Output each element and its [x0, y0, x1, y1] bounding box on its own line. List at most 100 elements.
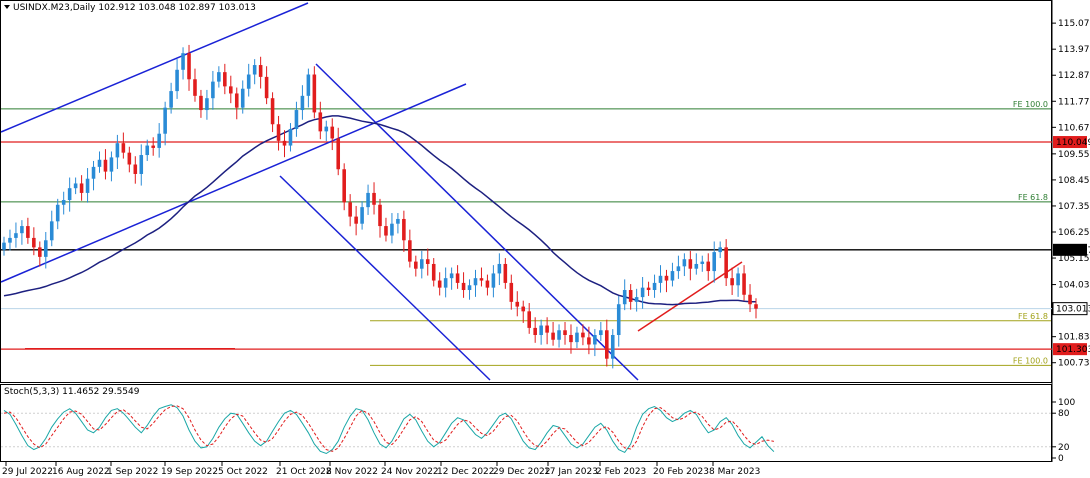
candle-bull [43, 240, 48, 257]
lower-channel-line[interactable] [0, 83, 467, 283]
candle-bear [563, 330, 567, 336]
current-price-tag [1052, 302, 1088, 316]
candle-bear [264, 76, 269, 99]
candle-bear [754, 304, 758, 309]
stoch-header: Stoch(5,3,3) 11.4652 29.5549 [4, 387, 140, 397]
chart-symbol-header: USINDX.M23,Daily 102.912 103.048 102.897… [13, 3, 256, 13]
candle-bull [360, 207, 364, 224]
candle-bull [175, 69, 179, 92]
candle-bull [712, 252, 717, 272]
candle-bull [73, 183, 78, 189]
candle-bull [449, 273, 454, 279]
candle-bull [700, 261, 705, 264]
date-tick-label: 29 Dec 2022 [493, 467, 551, 477]
date-tick-label: 21 Oct 2022 [276, 467, 332, 477]
candle-bear [270, 98, 275, 125]
candles [2, 44, 758, 369]
candle-bear [503, 263, 508, 283]
candle-bull [91, 166, 96, 179]
candle-bull [145, 145, 150, 156]
date-tick-label: 17 Jan 2023 [544, 467, 598, 477]
fib-label: FE 61.8 [1018, 312, 1048, 321]
price-level-label: 101.303 [1056, 345, 1090, 355]
candle-bull [115, 143, 120, 158]
date-tick-label: 19 Sep 2022 [161, 467, 218, 477]
candle-bear [527, 311, 531, 328]
candle-bear [234, 93, 239, 108]
stochastic-oscillator [1, 404, 1051, 455]
candle-bear [509, 282, 514, 302]
fib-label: FE 61.8 [1018, 193, 1048, 202]
candle-bull [390, 223, 394, 236]
trend-channels[interactable] [0, 2, 743, 381]
candle-bull [539, 325, 543, 336]
price-tick-label: 113.970 [1058, 45, 1090, 55]
candle-bull [2, 242, 6, 250]
candle-bear [533, 327, 537, 336]
candle-bull [718, 247, 722, 253]
candle-bear [688, 259, 693, 269]
candle-bear [605, 330, 609, 359]
price-tick-label: 101.830 [1058, 333, 1090, 343]
candle-bear [151, 145, 155, 148]
price-level-label: 110.049 [1056, 138, 1090, 148]
candle-bear [258, 65, 263, 77]
candle-bear [730, 278, 734, 286]
candle-bull [473, 278, 478, 286]
candle-bear [229, 86, 233, 94]
candle-bear [384, 226, 388, 236]
candle-bull [670, 271, 675, 281]
date-tick-label: 8 Nov 2022 [326, 467, 378, 477]
candle-bull [61, 200, 66, 205]
descending-channel-upper[interactable] [315, 63, 639, 381]
candle-bear [133, 164, 138, 174]
descending-channel-lower[interactable] [279, 175, 491, 381]
price-tick-label: 104.030 [1058, 281, 1090, 291]
candle-bull [55, 204, 60, 222]
candle-bear [521, 306, 526, 312]
candle-bear [437, 280, 442, 288]
candle-bull [419, 259, 424, 269]
candle-bear [551, 332, 555, 340]
candle-bear [706, 261, 711, 272]
candle-bull [163, 107, 167, 134]
candle-bear [312, 74, 317, 113]
candle-bear [545, 325, 549, 333]
candle-bull [652, 282, 657, 291]
candle-bull [467, 285, 472, 291]
candle-bull [205, 98, 209, 111]
candle-bear [348, 202, 352, 217]
candle-bear [414, 261, 418, 269]
upper-channel-line[interactable] [0, 2, 309, 133]
horizontal-levels[interactable]: 110.049 105.497 101.303 103.013 [1, 136, 1090, 356]
candle-bull [20, 226, 24, 234]
price-level-tag [1053, 343, 1087, 356]
candle-bull [300, 95, 305, 111]
candle-bull [252, 65, 257, 75]
price-tick-label: 108.450 [1058, 176, 1090, 186]
candle-bear [587, 337, 591, 345]
price-tick-label: 110.670 [1058, 123, 1090, 133]
collapse-arrow-icon[interactable] [4, 5, 10, 9]
stoch-main-line [3, 404, 775, 455]
stoch-tick-label: 0 [1058, 454, 1064, 464]
candle-bear [199, 95, 203, 111]
candle-bear [193, 79, 197, 96]
candle-bull [246, 74, 251, 89]
candle-bear [378, 204, 382, 227]
price-tick-label: 109.550 [1058, 150, 1090, 160]
candle-bear [26, 226, 30, 238]
candle-bear [461, 282, 466, 291]
candle-bear [742, 273, 746, 295]
date-tick-label: 24 Nov 2022 [381, 467, 439, 477]
candle-bull [14, 233, 18, 238]
price-tick-label: 100.730 [1058, 359, 1090, 369]
candle-bear [402, 218, 406, 241]
candle-bull [169, 91, 173, 108]
candle-bull [557, 330, 561, 340]
candle-bear [431, 263, 436, 281]
